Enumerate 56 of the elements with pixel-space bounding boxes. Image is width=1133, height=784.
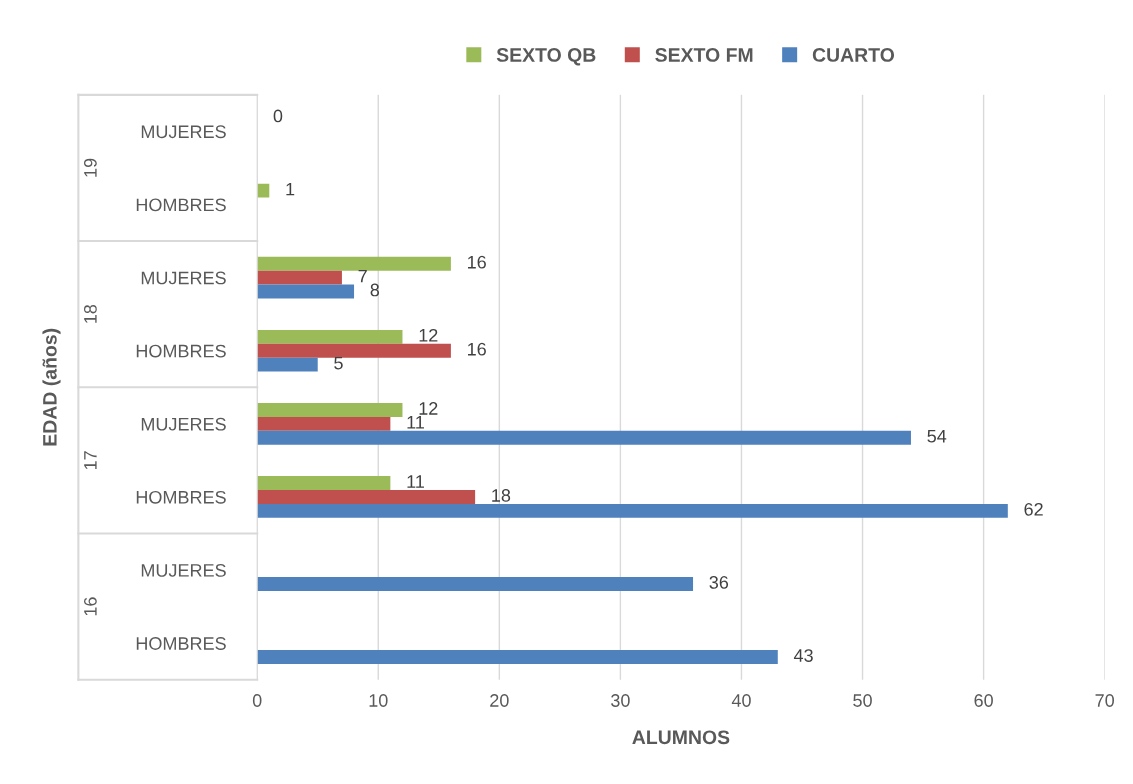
y-tick-label: HOMBRES bbox=[136, 198, 226, 212]
data-label: 11 bbox=[407, 475, 424, 488]
data-label: 1 bbox=[286, 182, 295, 196]
data-label: 7 bbox=[358, 269, 367, 283]
text: 17 bbox=[84, 451, 97, 470]
x-tick-label: 0 bbox=[252, 694, 262, 707]
bar bbox=[257, 577, 694, 591]
y-tick-label: MUJERES bbox=[141, 271, 226, 285]
bar bbox=[257, 490, 476, 504]
data-label: 43 bbox=[793, 649, 813, 662]
bar bbox=[257, 270, 342, 285]
data-label: 11 bbox=[407, 416, 424, 429]
text: 16 bbox=[83, 597, 97, 616]
x-axis-title: ALUMNOS bbox=[632, 730, 730, 745]
x-tick-label: 30 bbox=[611, 694, 630, 707]
y-axis-title: EDAD (años) bbox=[42, 328, 61, 446]
x-tick-label: 40 bbox=[731, 694, 751, 707]
y-tick-label: HOMBRES bbox=[136, 490, 226, 504]
data-label: 18 bbox=[492, 489, 511, 502]
text: 19 bbox=[83, 158, 97, 177]
y-tick-label: MUJERES bbox=[141, 125, 226, 139]
data-label: 0 bbox=[273, 109, 283, 123]
bar bbox=[257, 329, 403, 344]
y-tick-label: MUJERES bbox=[141, 417, 226, 431]
data-label: 5 bbox=[334, 356, 343, 370]
data-label: 54 bbox=[927, 429, 947, 443]
y-tick-label: MUJERES bbox=[141, 564, 226, 577]
data-label: 12 bbox=[419, 402, 438, 415]
bar bbox=[257, 416, 391, 431]
bar bbox=[257, 343, 451, 358]
bar bbox=[257, 284, 355, 299]
data-label: 16 bbox=[468, 255, 486, 269]
legend-label: SEXTO FM bbox=[655, 48, 753, 62]
data-label: 36 bbox=[709, 576, 729, 589]
data-label: 8 bbox=[370, 283, 380, 297]
x-tick-label: 60 bbox=[974, 694, 993, 707]
x-tick-label: 50 bbox=[853, 694, 872, 707]
x-tick-label: 20 bbox=[490, 694, 509, 707]
x-tick-label: 70 bbox=[1095, 694, 1115, 707]
bar bbox=[257, 256, 451, 271]
data-label: 16 bbox=[468, 342, 486, 356]
y-tick-label: HOMBRES bbox=[136, 637, 226, 650]
legend-label: CUARTO bbox=[812, 48, 895, 62]
data-label: 12 bbox=[419, 328, 438, 342]
y-tick-label: HOMBRES bbox=[136, 344, 226, 358]
bar bbox=[257, 357, 318, 372]
legend-label: SEXTO QB bbox=[496, 48, 596, 66]
bar bbox=[257, 503, 1008, 518]
text: 18 bbox=[83, 304, 97, 323]
x-tick-label: 10 bbox=[369, 694, 388, 707]
bar bbox=[257, 476, 391, 491]
bar bbox=[257, 430, 911, 445]
data-label: 62 bbox=[1024, 502, 1043, 516]
bar bbox=[257, 403, 403, 417]
bar bbox=[257, 650, 778, 665]
bar bbox=[257, 183, 270, 198]
